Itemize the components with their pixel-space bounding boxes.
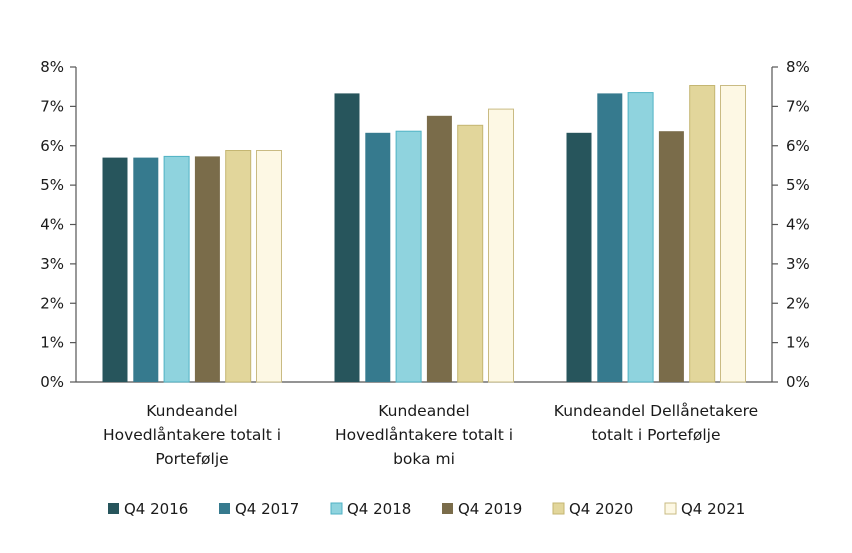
y-tick-label-right: 2% [786,294,810,312]
legend-label: Q4 2017 [235,500,299,518]
bar [163,155,190,383]
bar [133,157,159,382]
legend-label: Q4 2016 [124,500,188,518]
y-tick-label-left: 5% [40,176,64,194]
y-tick-label-left: 3% [40,255,64,273]
bar [225,150,252,383]
y-tick-label-right: 1% [786,334,810,352]
category-label-line: Portefølje [155,450,228,468]
category-label-line: Kundeandel [146,402,237,420]
legend: Q4 2016 Q4 2017 Q4 2018 Q4 2019 Q4 2020 Q4 20… [108,500,745,518]
legend-swatch [219,503,230,514]
bar [689,85,716,383]
category-label: Kundeandel Hovedlåntakere totalt i Portefø… [103,402,281,468]
axes: 0% 0% 1% 1% 2% 2% 3% 3% 4% 4% 5% 5% 6% 6% 7% 7% 8% 8% [40,58,810,391]
bar [256,150,282,383]
category-label-line: totalt i Portefølje [591,426,720,444]
category-label: Kundeandel Dellånetakere totalt i Portefø… [554,402,758,444]
legend-swatch [552,502,565,515]
legend-label: Q4 2018 [347,500,411,518]
bar [102,157,128,382]
y-tick-label-right: 8% [786,58,810,76]
y-tick-label-left: 2% [40,294,64,312]
category-label-line: boka mi [393,450,455,468]
legend-swatch [442,503,453,514]
y-tick-label-right: 5% [786,176,810,194]
bar [457,124,484,383]
bar [395,130,422,383]
category-label-line: Hovedlåntakere totalt i [335,426,513,444]
y-tick-label-left: 0% [40,373,64,391]
y-tick-label-right: 0% [786,373,810,391]
y-tick-label-left: 7% [40,97,64,115]
y-tick-label-right: 6% [786,137,810,155]
bar [488,108,514,383]
category-label-line: Kundeandel [378,402,469,420]
bar [334,93,360,383]
legend-label: Q4 2019 [458,500,522,518]
bar [720,85,746,383]
legend-label: Q4 2021 [681,500,745,518]
legend-swatch [108,503,119,514]
y-tick-label-right: 3% [786,255,810,273]
bar [627,92,654,383]
bar [597,93,623,383]
category-label-line: Hovedlåntakere totalt i [103,426,281,444]
y-tick-label-right: 4% [786,216,810,234]
category-label: Kundeandel Hovedlåntakere totalt i boka mi [335,402,513,468]
y-tick-label-left: 8% [40,58,64,76]
category-labels: Kundeandel Hovedlåntakere totalt i Portefø… [103,402,758,468]
y-tick-label-left: 6% [40,137,64,155]
legend-swatch [664,502,677,515]
bar [194,156,220,382]
bar [566,132,592,382]
bar [365,132,391,382]
y-tick-label-left: 4% [40,216,64,234]
bar [426,115,452,383]
category-label-line: Kundeandel Dellånetakere [554,402,758,420]
y-tick-label-left: 1% [40,334,64,352]
legend-swatch [330,502,343,515]
bars [102,85,746,383]
bar [658,131,684,382]
y-tick-label-right: 7% [786,97,810,115]
legend-label: Q4 2020 [569,500,633,518]
